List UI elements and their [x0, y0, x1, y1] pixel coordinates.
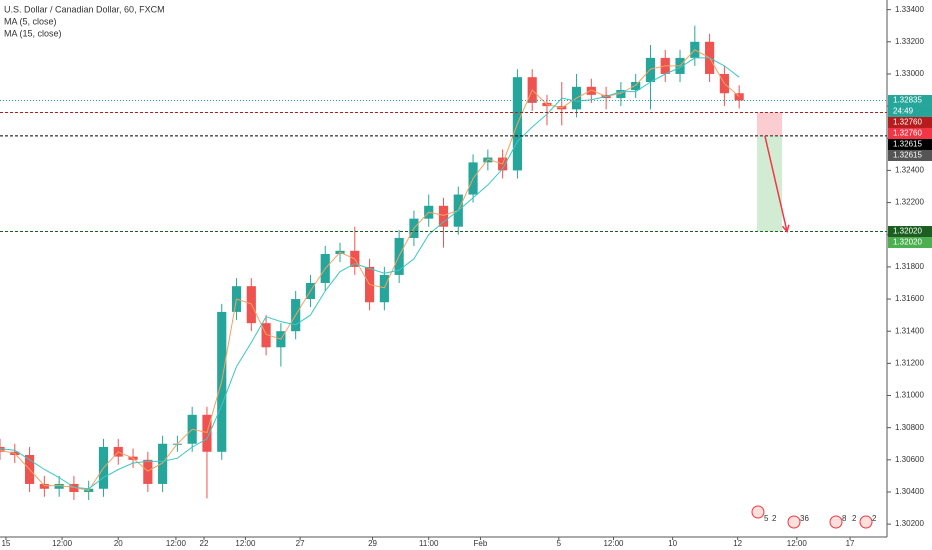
event-count: 2 [852, 514, 857, 523]
price-label-bg [888, 116, 932, 128]
price-label-bg [888, 226, 932, 238]
price-label-bg [888, 237, 932, 249]
x-tick-label: Feb [474, 539, 488, 548]
x-tick-label: 22 [200, 539, 209, 548]
legend-entry: MA (5, close) [4, 16, 57, 26]
candle-body [379, 274, 389, 303]
candle-body [734, 93, 744, 101]
y-tick-label: 1.31800 [895, 262, 924, 271]
event-icon [859, 515, 873, 529]
x-tick-label: 15 [1, 539, 10, 548]
target-zone [756, 135, 783, 232]
y-tick-label: 1.32200 [895, 198, 924, 207]
y-tick-label: 1.33400 [895, 5, 924, 14]
y-tick-label: 1.31200 [895, 358, 924, 367]
y-tick-label: 1.30600 [895, 455, 924, 464]
price-label: 1.32020 [893, 227, 922, 236]
candle-body [586, 86, 596, 95]
x-tick-label: 12:00 [235, 539, 256, 548]
price-label: 1.32760 [893, 118, 922, 127]
candle-body [39, 483, 49, 489]
chart-title: U.S. Dollar / Canadian Dollar, 60, FXCM [4, 4, 165, 14]
price-label-bg [888, 94, 932, 106]
legend-entry: MA (15, close) [4, 28, 62, 38]
y-tick-label: 1.31600 [895, 294, 924, 303]
x-tick-label: 12:00 [52, 539, 73, 548]
event-count: 2 [772, 514, 777, 523]
stop-zone [756, 112, 783, 136]
price-label: 1.32760 [893, 129, 922, 138]
price-label-bg [888, 105, 932, 117]
candle-body [0, 446, 5, 452]
event-icon [751, 505, 765, 519]
event-count: 8 [842, 514, 847, 523]
y-tick-label: 1.30400 [895, 487, 924, 496]
price-label: 1.32835 [893, 96, 922, 105]
price-label-bg [888, 149, 932, 161]
y-tick-label: 1.30800 [895, 423, 924, 432]
y-tick-label: 1.33000 [895, 69, 924, 78]
candle-body [158, 443, 168, 484]
price-label: 1.32020 [893, 238, 922, 247]
candle-body [202, 414, 212, 452]
x-tick-label: 20 [114, 539, 123, 548]
y-tick-label: 1.30200 [895, 519, 924, 528]
forecast-arrow-head [781, 224, 790, 234]
y-tick-label: 1.32400 [895, 166, 924, 175]
x-tick-label: 12:00 [603, 539, 624, 548]
x-tick-label: 12:00 [787, 539, 808, 548]
candle-body [438, 205, 449, 227]
y-tick-label: 1.31000 [895, 391, 924, 400]
candle-body [261, 323, 271, 348]
candle-body [631, 81, 641, 91]
ma-line [0, 57, 740, 490]
x-tick-label: 12:00 [166, 539, 187, 548]
event-icon [787, 515, 801, 529]
event-count: 5 [764, 514, 769, 523]
plot-area [0, 25, 744, 501]
y-tick-label: 1.33200 [895, 37, 924, 46]
candle-body [645, 57, 656, 82]
candle-body [616, 90, 626, 99]
x-tick-label: 5 [557, 539, 562, 548]
candle-body [54, 483, 64, 489]
price-label: 1.32615 [893, 140, 922, 149]
x-tick-label: 27 [296, 539, 305, 548]
price-label-bg [888, 138, 932, 150]
price-label: 24:49 [893, 107, 914, 116]
event-icon [829, 515, 843, 529]
price-label-bg [888, 127, 932, 139]
x-tick-label: 17 [846, 539, 855, 548]
event-count: 2 [872, 514, 877, 523]
event-count: 36 [800, 514, 809, 523]
x-tick-label: 11:00 [419, 539, 439, 548]
candle-body [143, 459, 153, 484]
price-label: 1.32615 [893, 151, 922, 160]
forecast-arrow [764, 135, 788, 232]
x-tick-label: 29 [368, 539, 377, 548]
y-tick-label: 1.31400 [895, 326, 924, 335]
x-tick-label: 10 [668, 539, 677, 548]
candle-body [69, 483, 79, 492]
x-tick-label: 12 [733, 539, 742, 548]
ma-line [0, 49, 740, 491]
